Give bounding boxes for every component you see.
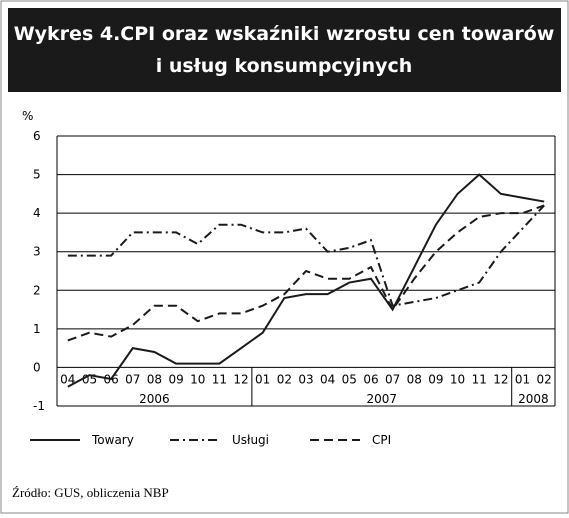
y-tick-label: 3 [33,245,41,259]
title: Wykres 4.CPI oraz wskaźniki wzrostu cen … [14,23,555,45]
x-tick-label: 01 [255,372,270,386]
line [67,204,545,342]
x-tick-label: 10 [190,372,205,386]
x-tick-label: 07 [125,372,140,386]
x-tick-label: 11 [212,372,227,386]
title: i usług konsumpcyjnych [156,55,413,77]
line [67,173,545,388]
x-tick-label: 05 [342,372,357,386]
y-tick-label: 5 [33,168,41,182]
legend-label: CPI [372,433,391,447]
x-tick-label: 04 [60,372,75,386]
x-tick-label: 02 [537,372,552,386]
x-tick-label: 09 [428,372,443,386]
year-label: 2007 [367,392,398,406]
x-tick-label: 03 [298,372,313,386]
x-tick-label: 12 [493,372,508,386]
x-tick-label: 08 [407,372,422,386]
x-tick-label: 08 [147,372,162,386]
x-tick-label: 01 [515,372,530,386]
x-tick-label: 06 [363,372,378,386]
x-tick-label: 11 [472,372,487,386]
x-tick-label: 10 [450,372,465,386]
x-tick-label: 09 [168,372,183,386]
x-tick-label: 07 [385,372,400,386]
y-tick-label: 6 [33,129,41,143]
y-tick-label: 2 [33,283,41,297]
y-tick-label: 4 [33,206,41,220]
x-tick-label: 04 [320,372,335,386]
y-label: % [22,109,33,123]
title-bar [8,8,561,92]
x-tick-label: 12 [233,372,248,386]
y-tick-label: 0 [33,360,41,374]
x-tick-label: 02 [277,372,292,386]
legend-label: Usługi [232,433,269,447]
year-label: 2008 [518,392,549,406]
source: Źródło: GUS, obliczenia NBP [12,485,169,500]
year-label: 2006 [139,392,170,406]
line [67,204,545,307]
y-tick-label: -1 [33,399,45,413]
legend-label: Towary [91,433,134,447]
y-tick-label: 1 [33,322,41,336]
